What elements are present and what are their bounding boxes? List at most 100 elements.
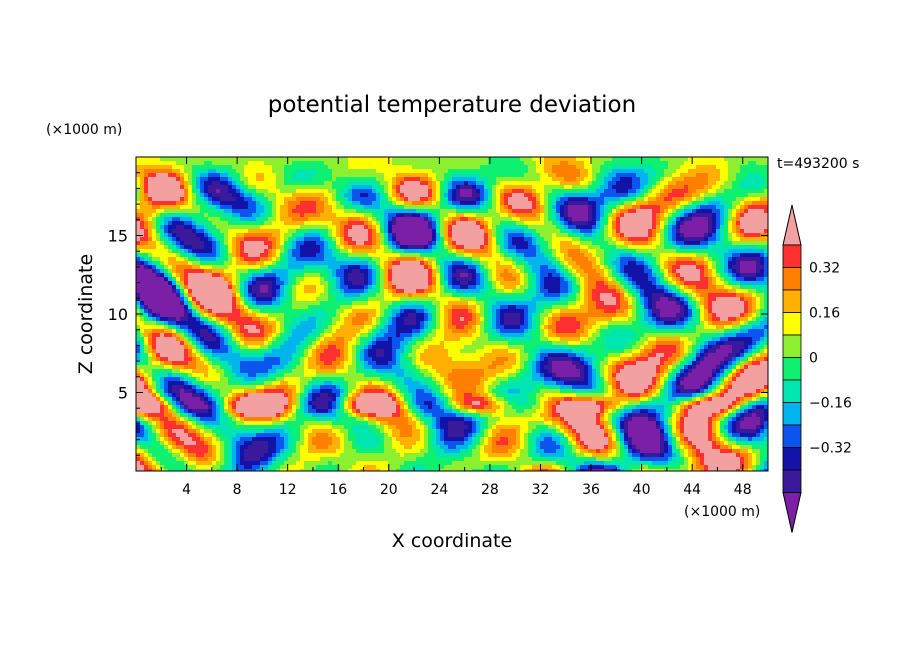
contour-cell xyxy=(328,157,333,162)
contour-cell xyxy=(728,205,733,210)
contour-cell xyxy=(652,277,657,282)
contour-cell xyxy=(460,257,465,262)
contour-cell xyxy=(688,229,693,234)
contour-cell xyxy=(624,241,629,246)
contour-cell xyxy=(692,209,697,214)
contour-cell xyxy=(720,173,725,178)
contour-cell xyxy=(312,181,317,186)
contour-cell xyxy=(612,201,617,206)
contour-cell xyxy=(676,273,681,278)
contour-cell xyxy=(588,245,593,250)
contour-cell xyxy=(640,157,645,162)
contour-cell xyxy=(504,245,509,250)
contour-cell xyxy=(364,205,369,210)
contour-cell xyxy=(460,237,465,242)
contour-cell xyxy=(180,245,185,250)
contour-cell xyxy=(648,185,653,190)
contour-cell xyxy=(212,229,217,234)
contour-cell xyxy=(472,269,477,274)
contour-cell xyxy=(192,169,197,174)
contour-cell xyxy=(460,265,465,270)
contour-cell xyxy=(756,205,761,210)
contour-cell xyxy=(216,165,221,170)
contour-cell xyxy=(668,261,673,266)
contour-cell xyxy=(192,217,197,222)
contour-cell xyxy=(288,237,293,242)
contour-cell xyxy=(396,237,401,242)
contour-cell xyxy=(292,209,297,214)
contour-cell xyxy=(624,205,629,210)
contour-cell xyxy=(148,205,153,210)
contour-cell xyxy=(264,237,269,242)
contour-cell xyxy=(304,205,309,210)
contour-cell xyxy=(424,181,429,186)
contour-cell xyxy=(720,233,725,238)
contour-cell xyxy=(592,277,597,282)
contour-cell xyxy=(672,277,677,282)
contour-cell xyxy=(156,201,161,206)
contour-cell xyxy=(336,269,341,274)
contour-cell xyxy=(640,193,645,198)
contour-cell xyxy=(568,169,573,174)
contour-cell xyxy=(540,277,545,282)
contour-cell xyxy=(444,257,449,262)
contour-cell xyxy=(156,197,161,202)
contour-cell xyxy=(444,161,449,166)
contour-cell xyxy=(308,273,313,278)
contour-cell xyxy=(196,281,201,286)
contour-cell xyxy=(512,241,517,246)
contour-cell xyxy=(428,253,433,258)
contour-cell xyxy=(568,241,573,246)
contour-cell xyxy=(152,181,157,186)
contour-cell xyxy=(608,233,613,238)
contour-cell xyxy=(272,241,277,246)
contour-cell xyxy=(520,209,525,214)
contour-cell xyxy=(592,261,597,266)
contour-cell xyxy=(640,257,645,262)
contour-cell xyxy=(632,193,637,198)
contour-cell xyxy=(652,173,657,178)
contour-cell xyxy=(228,217,233,222)
contour-cell xyxy=(720,249,725,254)
contour-cell xyxy=(328,269,333,274)
contour-cell xyxy=(208,161,213,166)
contour-cell xyxy=(224,249,229,254)
contour-cell xyxy=(632,189,637,194)
contour-cell xyxy=(620,261,625,266)
contour-cell xyxy=(536,181,541,186)
contour-cell xyxy=(740,161,745,166)
contour-cell xyxy=(200,193,205,198)
contour-cell xyxy=(476,185,481,190)
contour-cell xyxy=(452,181,457,186)
contour-cell xyxy=(324,173,329,178)
contour-cell xyxy=(556,241,561,246)
contour-cell xyxy=(384,257,389,262)
contour-cell xyxy=(456,257,461,262)
contour-cell xyxy=(624,157,629,162)
contour-cell xyxy=(492,229,497,234)
contour-cell xyxy=(616,221,621,226)
contour-cell xyxy=(704,205,709,210)
contour-cell xyxy=(600,241,605,246)
contour-cell xyxy=(560,189,565,194)
contour-cell xyxy=(444,241,449,246)
contour-cell xyxy=(136,185,141,190)
contour-cell xyxy=(756,213,761,218)
contour-cell xyxy=(372,221,377,226)
contour-cell xyxy=(356,233,361,238)
contour-cell xyxy=(584,185,589,190)
contour-cell xyxy=(484,157,489,162)
contour-cell xyxy=(644,197,649,202)
contour-cell xyxy=(244,165,249,170)
contour-cell xyxy=(600,213,605,218)
contour-cell xyxy=(692,221,697,226)
contour-cell xyxy=(520,157,525,162)
contour-cell xyxy=(352,157,357,162)
contour-cell xyxy=(156,177,161,182)
contour-cell xyxy=(688,193,693,198)
contour-cell xyxy=(760,257,765,262)
contour-cell xyxy=(580,233,585,238)
contour-cell xyxy=(616,193,621,198)
contour-cell xyxy=(356,249,361,254)
contour-cell xyxy=(300,229,305,234)
